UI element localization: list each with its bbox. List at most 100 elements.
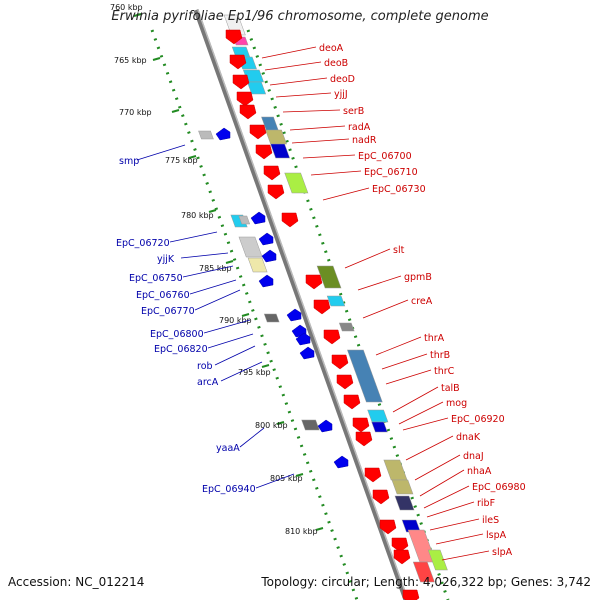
gene-feature	[198, 130, 214, 140]
forward-label-leader	[261, 46, 317, 59]
forward-gene-arrow	[263, 165, 281, 181]
forward-gene-label: ribF	[477, 498, 495, 509]
reverse-gene-label: EpC_06760	[136, 290, 190, 301]
ruler-tick-label: 785 kbp	[199, 264, 232, 273]
forward-label-leader	[441, 550, 490, 561]
forward-label-leader	[398, 401, 444, 425]
forward-gene-arrow	[336, 374, 354, 390]
reverse-label-leader	[136, 144, 186, 161]
ruler-tick-label: 800 kbp	[255, 421, 288, 430]
forward-label-leader	[402, 417, 449, 431]
forward-gene-arrow	[236, 91, 254, 107]
reverse-gene-label: EpC_06940	[202, 484, 256, 495]
ruler-tick-mark	[225, 260, 234, 264]
forward-gene-arrow	[352, 417, 370, 433]
gene-feature	[412, 561, 435, 583]
reverse-gene-label: EpC_06750	[129, 273, 183, 284]
forward-gene-arrow	[355, 431, 373, 447]
forward-label-leader	[426, 501, 475, 518]
ruler-tick-mark	[241, 313, 250, 317]
gene-feature	[238, 236, 263, 258]
reverse-gene-arrow	[286, 308, 302, 322]
reverse-gene-arrow	[250, 211, 266, 225]
forward-gene-arrow	[331, 354, 349, 370]
forward-gene-arrow	[323, 329, 341, 345]
forward-gene-arrow	[379, 519, 397, 535]
reverse-gene-label: EpC_06820	[154, 344, 208, 355]
forward-label-leader	[375, 336, 422, 356]
forward-gene-arrow	[364, 467, 382, 483]
forward-gene-label: slt	[393, 245, 405, 256]
forward-gene-arrow	[402, 589, 420, 600]
forward-gene-label: talB	[441, 383, 460, 394]
forward-gene-arrow	[343, 394, 361, 410]
forward-gene-label: deoB	[324, 58, 348, 69]
forward-gene-arrow	[313, 299, 331, 315]
reverse-label-leader	[189, 279, 237, 295]
ruler-tick-mark	[152, 57, 161, 61]
gene-feature	[347, 349, 383, 403]
ruler-tick-label: 780 kbp	[181, 211, 214, 220]
ruler-tick-mark	[261, 364, 270, 368]
ruler-tick-label: 770 kbp	[119, 108, 152, 117]
forward-gene-label: slpA	[492, 547, 513, 558]
forward-label-leader	[392, 386, 439, 413]
forward-gene-arrow	[232, 74, 250, 90]
gene-feature	[301, 419, 320, 431]
reverse-gene-label: rob	[197, 361, 213, 372]
accession-text: Accession: NC_012214	[8, 575, 145, 589]
reverse-gene-arrow	[261, 249, 277, 263]
gene-feature	[263, 313, 280, 323]
forward-label-leader	[291, 138, 350, 144]
gene-feature	[394, 495, 415, 511]
forward-gene-arrow	[281, 212, 299, 228]
forward-gene-label: ileS	[482, 515, 499, 526]
ruler-tick-label: 810 kbp	[285, 527, 318, 536]
gene-feature	[407, 529, 437, 563]
reverse-label-leader	[214, 345, 256, 366]
chromosome-backbone-highlight	[197, 9, 409, 600]
reverse-label-leader	[203, 319, 251, 334]
ruler-tick-label: 760 kbp	[110, 3, 143, 12]
ruler-tick-mark	[188, 155, 197, 159]
forward-gene-label: deoA	[319, 43, 344, 54]
gene-feature	[270, 143, 291, 159]
reverse-label-leader	[207, 333, 254, 349]
ruler-tick-mark	[315, 527, 324, 531]
forward-gene-arrow	[391, 537, 409, 553]
reverse-gene-label: EpC_06720	[116, 238, 170, 249]
inner-ruler-line	[150, 29, 359, 600]
reverse-gene-label: arcA	[197, 377, 219, 388]
ruler-tick-label: 790 kbp	[219, 316, 252, 325]
reverse-gene-arrow	[258, 274, 274, 288]
forward-label-leader	[435, 533, 484, 545]
forward-label-leader	[414, 454, 461, 481]
gene-feature	[338, 322, 355, 332]
ruler-tick-label: 775 kbp	[165, 156, 198, 165]
forward-gene-label: EpC_06730	[372, 184, 426, 195]
forward-gene-label: lspA	[486, 530, 507, 541]
reverse-gene-arrow	[317, 419, 333, 433]
ruler-tick-mark	[276, 421, 285, 425]
map-title: Erwinia pyrifoliae Ep1/96 chromosome, co…	[111, 9, 489, 24]
gene-feature	[391, 479, 414, 495]
reverse-label-leader	[220, 361, 263, 382]
gene-feature	[326, 295, 346, 307]
forward-label-leader	[429, 518, 480, 531]
forward-label-leader	[357, 275, 402, 291]
forward-gene-label: dnaJ	[463, 451, 484, 462]
reverse-label-leader	[239, 427, 265, 448]
reverse-gene-label: EpC_06770	[141, 306, 195, 317]
forward-gene-arrow	[249, 124, 267, 140]
reverse-gene-label: smp	[119, 156, 139, 167]
forward-gene-label: EpC_06920	[451, 414, 505, 425]
forward-gene-label: thrC	[434, 366, 455, 377]
gene-feature	[247, 257, 268, 273]
reverse-gene-label: yjjK	[157, 254, 175, 265]
forward-gene-arrow	[267, 184, 285, 200]
gene-feature	[316, 265, 342, 289]
forward-label-leader	[423, 485, 470, 509]
forward-gene-arrow	[255, 144, 273, 160]
forward-label-leader	[381, 353, 428, 370]
